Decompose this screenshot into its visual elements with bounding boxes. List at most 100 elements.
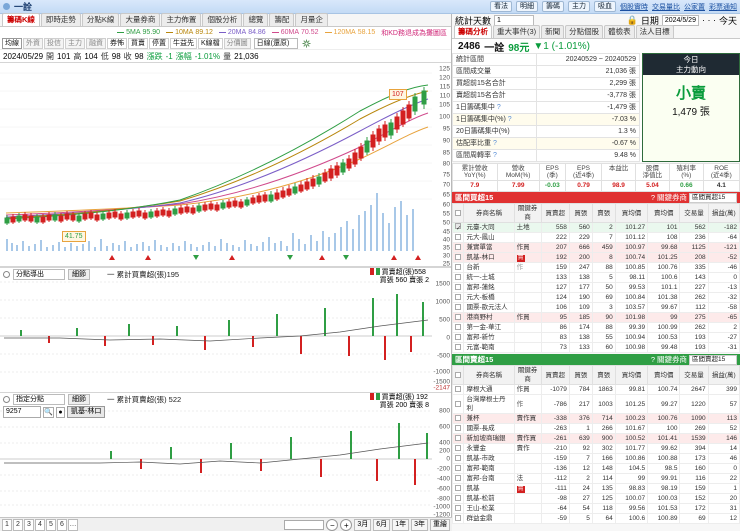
table-row[interactable]: 摩根大通 作買 -1079 784 1863 99.81 100.74 2647 399 [451,384,740,395]
table-row[interactable]: 王山-松業 -64 54 118 99.56 101.53 172 31 [451,503,740,514]
tab-main-force[interactable]: 主力佈置 [161,13,202,26]
subchart2-detail-button[interactable]: 細節 [68,393,90,405]
titlebar-link-1[interactable]: 交易量比 [652,3,680,11]
tab-realtime-trend[interactable]: 即時走勢 [40,13,81,26]
rtab-institution-target[interactable]: 法人目標 [635,25,674,38]
rtab-health-table[interactable]: 體檢表 [604,25,635,38]
rtab-branch-stocks[interactable]: 分點個股 [565,25,604,38]
chip-hold[interactable]: 停置 [149,38,169,49]
range-3m-button[interactable]: 3月 [354,518,372,531]
range-3y-button[interactable]: 3年 [411,518,428,531]
buy-filter-select[interactable]: 區間買超15 [689,192,737,203]
page-button-4[interactable]: 4 [35,518,45,531]
redraw-button[interactable]: 重繪 [430,518,450,531]
table-row[interactable]: 富邦-新竹 83 138 55 100.94 100.53 193 -27 [451,332,740,343]
select-all-checkbox-cell[interactable] [451,203,465,223]
designated-branch-chart[interactable]: 指定分點 細節 一 累計買賣超(張) 522 買賣超(張) 192 買張 200… [0,392,451,519]
chip-trust[interactable]: 投信 [44,38,64,49]
table-row[interactable]: 新加坡商瑞銀 賣作買 -261 639 900 100.52 101.41 1539 146 [451,433,740,444]
subchart1-detail-button[interactable]: 細節 [68,268,90,280]
help-icon[interactable]: ? [650,193,655,202]
page-button-6[interactable]: 6 [57,518,67,531]
table-row[interactable]: 凱基賣 -111 24 135 98.83 98.19 159 1 [451,483,740,494]
range-6m-button[interactable]: 6月 [373,518,391,531]
table-row[interactable]: 元大-板橋 124 190 69 100.84 101.38 262 -32 [451,292,740,303]
table-row[interactable]: 富邦-範南 -136 12 148 104.5 98.5 160 0 [451,463,740,474]
table-row[interactable]: 凱基-松前 -98 27 125 100.07 100.03 152 20 [451,493,740,504]
select-all-checkbox-cell-sell[interactable] [451,365,465,385]
table-row[interactable]: 台灣摩根士丹利作 -786 217 1003 101.25 99.27 1220 57 [451,394,740,414]
chip-price-map[interactable]: 分價圖 [223,38,251,49]
date-input[interactable]: 2024/5/29 [661,14,699,26]
titlebar-button-2[interactable]: 籌碼 [542,1,564,12]
chip-profit[interactable]: 牛益先 [170,38,197,49]
table-row[interactable]: 兼杯 賣作買 -338 376 714 100.23 100.76 1090 113 [451,413,740,424]
chip-kline-grade[interactable]: K線檔 [198,38,223,49]
tab-chip-allocation[interactable]: 籌配 [269,13,295,26]
page-button-2[interactable]: 2 [13,518,23,531]
range-1y-button[interactable]: 1年 [392,518,410,531]
zoom-in-icon[interactable]: + [340,518,353,531]
branch-search-input[interactable]: 9257 [3,406,41,418]
table-row[interactable]: 國票-長成 -263 1 266 101.67 100 269 52 [451,423,740,434]
titlebar-button-3[interactable]: 主力 [568,1,590,12]
page-button-3[interactable]: 3 [24,518,34,531]
selected-broker-button[interactable]: 凱基-林口 [67,406,106,418]
chip-main-force[interactable]: 主力 [65,38,85,49]
table-row[interactable]: 統一-土城 133 138 5 98.11 100.6 143 0 [451,272,740,283]
table-row[interactable]: 群益金鼎 -59 5 64 100.6 100.89 69 12 [451,513,740,524]
table-row[interactable]: 國票-歐元法人 106 109 3 103.57 99.67 112 -58 [451,302,740,313]
lock-icon[interactable]: 🔒 [626,14,638,25]
titlebar-link-3[interactable]: 彩票通知 [709,3,737,11]
rtab-major-events[interactable]: 重大事件(3) [493,25,541,38]
chip-ma[interactable]: 均線 [2,38,22,49]
table-row[interactable]: 台新作 159 247 88 100.85 100.76 335 -46 [451,262,740,273]
page-more-button[interactable]: … [68,518,78,531]
titlebar-link-0[interactable]: 個股實時 [620,3,648,11]
table-row[interactable]: 兼實單當 作買 207 666 459 100.97 99.68 1125 -121 [451,242,740,253]
table-row[interactable]: 元大-鳳山 222 229 7 101.12 108 236 -64 [451,232,740,243]
tab-branch-kline[interactable]: 分點K線 [81,13,120,26]
period-select[interactable]: 日線(還原) [253,38,299,49]
candlestick-chart[interactable]: 107 41.75 125 120 115 110 105 100 95 90 … [0,62,451,268]
table-row[interactable]: 凱基-林口賣 192 200 8 100.74 101.25 208 -52 [451,252,740,263]
page-button-5[interactable]: 5 [46,518,56,531]
tab-monthly-volume[interactable]: 月量企 [295,13,328,26]
table-row[interactable]: 永豐金 賣作 -210 92 302 101.77 99.62 394 14 [451,443,740,454]
gear-icon[interactable] [302,39,311,48]
magnifier-icon[interactable]: 🔍 [43,406,54,418]
subchart1-select[interactable]: 分點導出 [13,268,65,280]
table-row[interactable]: 第一金-華江 86 174 88 99.39 100.99 262 2 [451,322,740,333]
sell-filter-select[interactable]: 區間賣超15 [689,354,737,365]
titlebar-button-0[interactable]: 看法 [490,1,512,12]
help-icon[interactable]: ? [650,355,655,364]
table-row[interactable]: 元富-範南 73 133 60 100.98 99.48 193 -31 [451,342,740,353]
pin-icon[interactable]: ● [56,406,65,418]
branch-netbuy-chart[interactable]: 分點導出 細節 一 累計買賣超(張)195 買賣超(張)558 買張 560 賣… [0,267,451,392]
tab-chip-kline[interactable]: 籌碼K線 [2,13,40,26]
page-button-1[interactable]: 1 [2,518,12,531]
tab-stock-analysis[interactable]: 個股分析 [202,13,243,26]
date-nav[interactable]: · · · [701,15,716,25]
subchart2-select[interactable]: 指定分點 [13,393,65,405]
rtab-chip-analysis[interactable]: 籌碼分析 [454,25,492,38]
chart-range-input[interactable] [284,519,325,530]
chip-margin[interactable]: 融資 [86,38,106,49]
tab-large-broker[interactable]: 大量券商 [120,13,161,26]
today-button[interactable]: 今天 [718,15,737,26]
rtab-news[interactable]: 新聞 [541,25,565,38]
radio-icon-2[interactable] [3,395,10,403]
table-row[interactable]: 港商野村 作買 95 185 90 101.98 99 275 -65 [451,312,740,323]
titlebar-link-2[interactable]: 公家置 [684,3,705,11]
table-row[interactable]: 富邦-蓮銘 127 177 50 99.53 101.1 227 -13 [451,282,740,293]
titlebar-button-4[interactable]: 吸血 [594,1,616,12]
table-row[interactable]: ✓ 元臺-大同 土地 558 560 2 101.27 101 562 -182 [451,222,740,233]
stat-days-select[interactable]: 1 [494,14,535,26]
titlebar-button-1[interactable]: 明細 [516,1,538,12]
chip-buysell[interactable]: 買賣 [128,38,148,49]
tab-overview[interactable]: 總覽 [243,13,269,26]
table-row[interactable]: 凱基-市政 -159 7 166 100.86 100.88 173 46 [451,453,740,464]
chip-short[interactable]: 券怖 [107,38,127,49]
table-row[interactable]: 富邦-台南法 -112 2 114 99 99.91 116 22 [451,473,740,484]
chip-foreign[interactable]: 外資 [23,38,43,49]
